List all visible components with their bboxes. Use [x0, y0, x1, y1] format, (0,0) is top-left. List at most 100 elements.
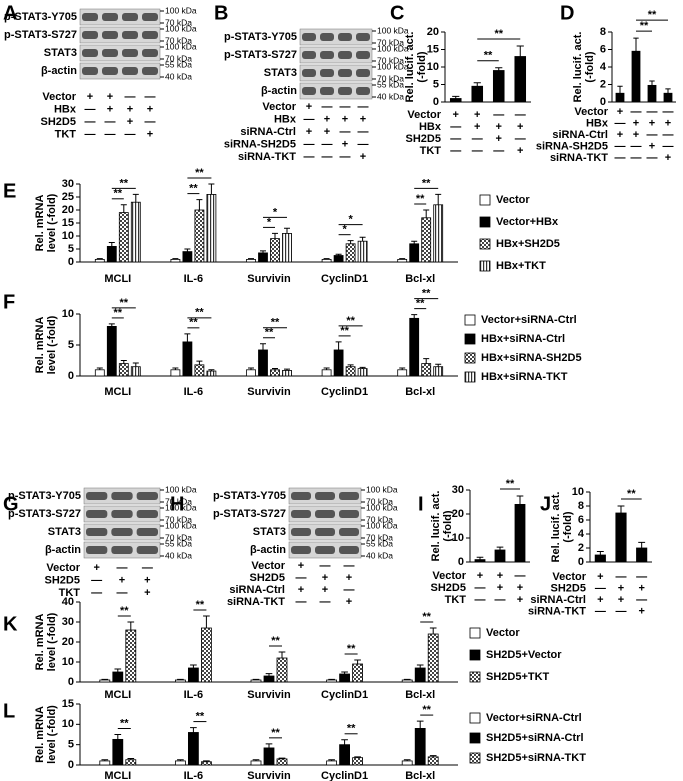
bar	[270, 369, 280, 377]
y-tick-label: 10	[62, 718, 74, 730]
condition-name: siRNA-TKT	[550, 152, 608, 164]
error-bar	[328, 678, 335, 680]
condition-name: HBx	[54, 103, 77, 115]
error-bar	[435, 363, 442, 367]
condition-mark: —	[322, 151, 333, 163]
condition-name: TKT	[420, 145, 442, 157]
y-tick-label: 5	[68, 739, 74, 751]
condition-mark: —	[515, 570, 526, 582]
y-tick-label: 0	[458, 556, 464, 568]
blot-strip	[299, 82, 373, 100]
condition-mark: +	[597, 571, 603, 583]
significance-label: **	[271, 635, 280, 647]
marker-label: 100 kDa	[165, 520, 197, 530]
legend-swatch	[464, 371, 476, 383]
bar	[414, 667, 426, 683]
x-tick-label: CyclinD1	[321, 689, 368, 701]
blot-band	[122, 13, 138, 21]
blot-band	[356, 69, 370, 77]
error-bar	[354, 756, 361, 758]
x-tick-label: Survivin	[247, 273, 291, 285]
bar	[433, 366, 444, 377]
bar	[647, 84, 657, 103]
bar	[615, 92, 625, 103]
condition-mark: +	[517, 145, 523, 157]
error-bar	[416, 720, 424, 729]
bar	[194, 209, 205, 263]
blot-band	[142, 49, 158, 57]
marker-label: 70 kDa	[366, 532, 393, 542]
bar	[170, 369, 181, 377]
y-tick-label: 0	[68, 759, 74, 771]
significance-label: *	[342, 224, 347, 236]
blot-band	[339, 546, 359, 554]
error-bar	[101, 759, 109, 761]
significance-label: **	[120, 605, 129, 617]
blot-strip	[79, 44, 161, 62]
bar	[270, 238, 280, 263]
marker-label: 100 kDa	[377, 43, 409, 53]
condition-mark: —	[304, 113, 315, 125]
bar	[326, 679, 338, 683]
error-bar	[172, 258, 179, 260]
blot-band	[142, 67, 158, 75]
x-tick-label: Bcl-xl	[405, 689, 435, 701]
legend-swatch	[469, 649, 481, 661]
bar	[112, 671, 124, 683]
significance-label: **	[506, 478, 515, 490]
y-tick-label: 2	[578, 542, 584, 554]
x-tick-label: MCLI	[104, 770, 131, 781]
error-bar	[190, 664, 197, 668]
condition-mark: —	[322, 101, 333, 113]
condition-name: siRNA-SH2D5	[224, 138, 296, 150]
error-bar	[411, 240, 418, 244]
condition-mark: +	[147, 128, 153, 140]
marker-label: 100 kDa	[366, 502, 398, 512]
legend-swatch	[469, 712, 481, 724]
panel-letter: F	[3, 291, 15, 313]
error-bar	[278, 757, 286, 759]
blot-band	[102, 67, 118, 75]
condition-mark: +	[517, 582, 523, 594]
condition-mark: +	[322, 572, 328, 584]
bar	[615, 512, 627, 563]
condition-mark: +	[597, 594, 603, 606]
x-tick-label: IL-6	[184, 386, 204, 398]
legend-label: Vector+siRNA-Ctrl	[481, 314, 577, 326]
significance-label: **	[265, 327, 274, 339]
blot-band	[82, 67, 98, 75]
legend-label: Vector+siRNA-Ctrl	[486, 712, 582, 724]
bar	[401, 760, 413, 766]
condition-mark: +	[665, 152, 671, 164]
error-bar	[208, 369, 215, 372]
condition-mark: —	[493, 145, 504, 157]
bar	[276, 758, 288, 766]
panel-letter: J	[540, 493, 551, 515]
y-tick-label: 5	[433, 78, 439, 90]
significance-label: **	[640, 20, 649, 32]
condition-mark: —	[105, 128, 116, 140]
error-bar	[399, 258, 406, 260]
significance-label: **	[346, 315, 355, 327]
condition-name: HBx	[586, 117, 609, 129]
condition-mark: +	[633, 117, 639, 129]
condition-mark: +	[306, 126, 312, 138]
condition-mark: —	[340, 151, 351, 163]
condition-mark: —	[495, 594, 506, 606]
error-bar	[596, 551, 604, 555]
condition-mark: +	[144, 587, 150, 599]
error-bar	[96, 258, 103, 260]
bar	[474, 559, 486, 563]
bar	[631, 50, 641, 103]
condition-mark: —	[322, 138, 333, 150]
y-tick-label: 40	[62, 596, 74, 608]
bar	[94, 369, 105, 377]
row-label: p-STAT3-S727	[4, 29, 77, 41]
condition-mark: +	[127, 116, 133, 128]
x-tick-label: IL-6	[184, 770, 204, 781]
significance-label: **	[422, 177, 431, 189]
condition-mark: +	[496, 133, 502, 145]
bar	[471, 85, 484, 103]
bar	[339, 744, 351, 766]
bar	[125, 629, 137, 683]
